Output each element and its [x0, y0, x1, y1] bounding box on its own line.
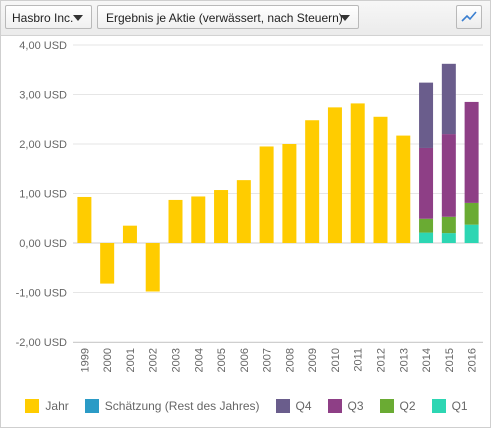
bar-chart: 4,00 USD 3,00 USD 2,00 USD 1,00 USD 0,00 USD… — [16, 40, 483, 372]
y-tick-label: 0,00 USD — [19, 238, 67, 250]
x-tick-label: 2001 — [125, 348, 137, 372]
x-tick-label: 2005 — [216, 348, 228, 372]
bar-q1-2015 — [441, 233, 456, 243]
x-tick-label: 2014 — [421, 348, 433, 372]
bar-jahr-2007 — [259, 146, 274, 243]
legend-label: Schätzung (Rest des Jahres) — [104, 399, 260, 413]
legend-item[interactable]: Q2 — [379, 399, 416, 413]
chevron-down-icon — [340, 15, 350, 21]
x-tick-label: 2010 — [330, 348, 342, 372]
bar-jahr-2012 — [373, 116, 388, 243]
legend-swatch — [275, 399, 290, 413]
legend-item[interactable]: Q3 — [327, 399, 364, 413]
x-tick-label: 2011 — [353, 348, 365, 372]
metric-select[interactable]: Ergebnis je Aktie (verwässert, nach Steu… — [97, 5, 359, 29]
bar-jahr-2010 — [327, 107, 342, 244]
x-tick-label: 2003 — [171, 348, 183, 372]
legend-label: Q1 — [451, 399, 468, 413]
bar-q4-2015 — [441, 63, 456, 135]
bar-jahr-2006 — [236, 180, 251, 243]
y-tick-label: 4,00 USD — [19, 40, 67, 52]
toolbar: Hasbro Inc. Ergebnis je Aktie (verwässer… — [1, 1, 490, 36]
bar-jahr-2003 — [168, 199, 183, 243]
bar-q3-2015 — [441, 134, 456, 217]
legend-swatch — [379, 399, 394, 413]
chart-type-button[interactable] — [456, 5, 482, 29]
legend-swatch — [327, 399, 342, 413]
legend-label: Q2 — [399, 399, 416, 413]
bar-jahr-2009 — [305, 120, 320, 243]
bar-q3-2014 — [419, 147, 434, 219]
legend-item[interactable]: Schätzung (Rest des Jahres) — [84, 399, 260, 413]
x-tick-label: 2015 — [444, 348, 456, 372]
x-tick-label: 2002 — [148, 348, 160, 372]
legend-swatch — [84, 399, 99, 413]
legend-label: Jahr — [45, 399, 69, 413]
metric-select-label: Ergebnis je Aktie (verwässert, nach Steu… — [106, 11, 343, 25]
legend-item[interactable]: Q4 — [275, 399, 312, 413]
x-tick-label: 2013 — [398, 348, 410, 372]
bar-q2-2016 — [464, 202, 479, 225]
y-tick-label: -2,00 USD — [16, 337, 67, 349]
bar-q3-2016 — [464, 101, 479, 203]
bar-jahr-2013 — [396, 135, 411, 243]
y-tick-label: 3,00 USD — [19, 90, 67, 102]
x-tick-label: 1999 — [79, 348, 91, 372]
bar-q4-2014 — [419, 82, 434, 148]
company-select[interactable]: Hasbro Inc. — [5, 5, 92, 29]
y-tick-label: -1,00 USD — [16, 288, 67, 300]
bar-jahr-2002 — [145, 243, 160, 292]
bar-jahr-1999 — [77, 196, 92, 243]
bar-q2-2014 — [419, 218, 434, 233]
line-chart-icon — [461, 11, 477, 22]
x-tick-label: 2007 — [262, 348, 274, 372]
bar-q1-2014 — [419, 232, 434, 243]
bar-q2-2015 — [441, 216, 456, 234]
chevron-down-icon — [73, 15, 83, 21]
legend-item[interactable]: Q1 — [431, 399, 468, 413]
x-tick-label: 2012 — [376, 348, 388, 372]
x-tick-label: 2016 — [467, 348, 479, 372]
legend-item[interactable]: Jahr — [25, 399, 69, 413]
x-tick-label: 2008 — [284, 348, 296, 372]
bar-jahr-2000 — [100, 243, 115, 284]
x-tick-label: 2006 — [239, 348, 251, 372]
y-tick-label: 2,00 USD — [19, 139, 67, 151]
legend-label: Q4 — [295, 399, 312, 413]
bar-jahr-2004 — [191, 196, 206, 243]
bar-jahr-2005 — [214, 190, 229, 243]
legend: Jahr Schätzung (Rest des Jahres) Q4 Q3 Q2 Q1 — [1, 395, 491, 417]
y-tick-label: 1,00 USD — [19, 189, 67, 201]
bar-jahr-2008 — [282, 144, 297, 243]
legend-label: Q3 — [347, 399, 364, 413]
bar-q1-2016 — [464, 224, 479, 243]
legend-swatch — [25, 399, 40, 413]
x-tick-label: 2004 — [193, 348, 205, 372]
company-select-label: Hasbro Inc. — [12, 11, 74, 25]
bar-jahr-2001 — [122, 225, 137, 243]
bar-jahr-2011 — [350, 103, 365, 243]
x-tick-label: 2009 — [307, 348, 319, 372]
x-tick-label: 2000 — [102, 348, 114, 372]
legend-swatch — [431, 399, 446, 413]
